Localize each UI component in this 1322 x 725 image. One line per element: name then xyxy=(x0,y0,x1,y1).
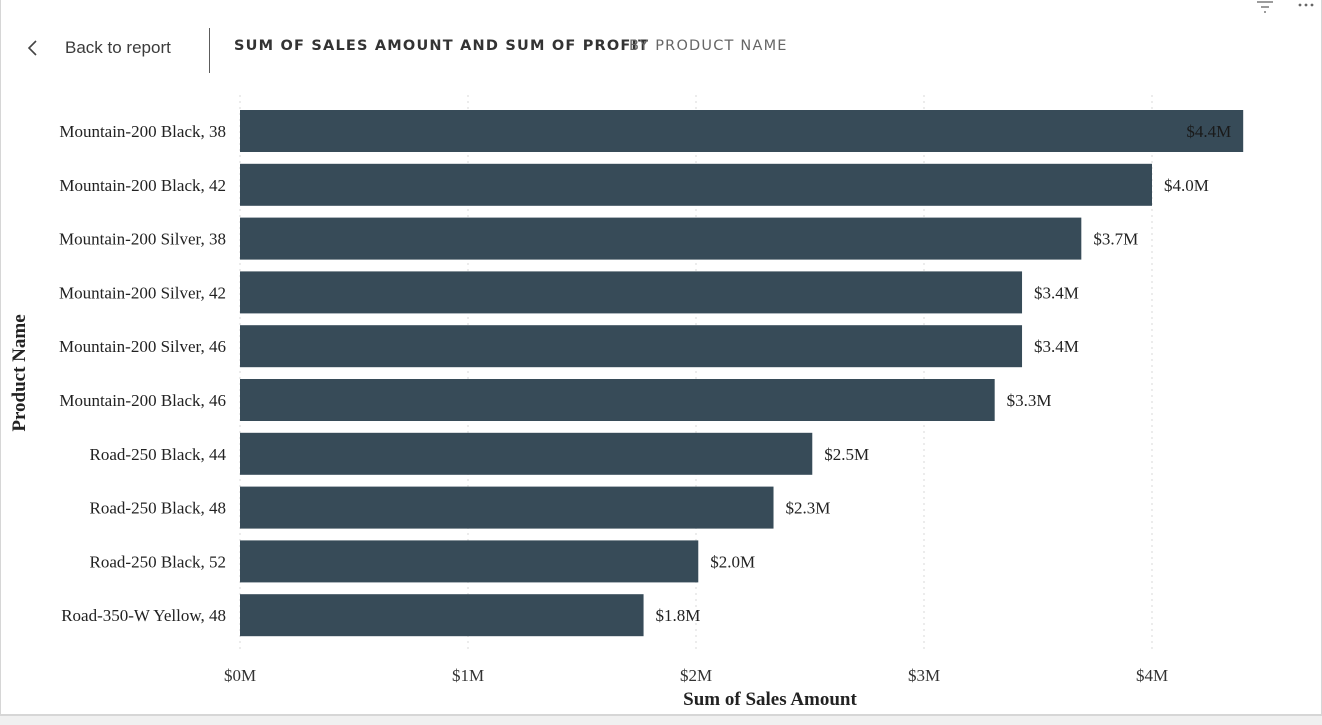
data-label: $3.3M xyxy=(1007,391,1052,410)
bar[interactable] xyxy=(240,163,1152,206)
data-label: $2.3M xyxy=(786,499,831,518)
bar[interactable] xyxy=(240,271,1023,314)
bottom-bar xyxy=(0,715,1322,725)
category-label: Road-350-W Yellow, 48 xyxy=(61,606,226,625)
data-label: $2.0M xyxy=(710,552,755,571)
category-label: Road-250 Black, 44 xyxy=(90,445,227,464)
chevron-left-icon xyxy=(27,40,37,56)
x-tick-label: $2M xyxy=(680,666,712,685)
bar[interactable] xyxy=(240,594,644,637)
data-label: $4.4M xyxy=(1186,122,1231,141)
category-label: Mountain-200 Black, 46 xyxy=(59,391,226,410)
category-label: Mountain-200 Silver, 38 xyxy=(59,230,226,249)
category-label: Road-250 Black, 52 xyxy=(90,552,226,571)
bar[interactable] xyxy=(240,110,1244,152)
data-label: $4.0M xyxy=(1164,176,1209,195)
x-tick-label: $1M xyxy=(452,666,484,685)
x-tick-label: $0M xyxy=(224,666,256,685)
data-label: $1.8M xyxy=(656,606,701,625)
data-label: $3.4M xyxy=(1034,283,1079,302)
x-axis-title: Sum of Sales Amount xyxy=(683,689,857,710)
data-label: $3.4M xyxy=(1034,337,1079,356)
x-axis-tick-labels: $0M $1M $2M $3M $4M xyxy=(224,666,1168,685)
bar[interactable] xyxy=(240,540,699,583)
category-label: Road-250 Black, 48 xyxy=(90,499,226,518)
bar[interactable] xyxy=(240,217,1082,260)
category-label: Mountain-200 Silver, 42 xyxy=(59,283,226,302)
bar[interactable] xyxy=(240,432,813,475)
back-to-report-label: Back to report xyxy=(65,38,171,57)
x-tick-label: $4M xyxy=(1136,666,1168,685)
header-divider xyxy=(209,28,210,73)
data-labels: $4.4M $4.0M $3.7M $3.4M $3.4M $3.3M $2.5M $2.3M… xyxy=(656,122,1232,625)
x-tick-label: $3M xyxy=(908,666,940,685)
data-label: $3.7M xyxy=(1093,230,1138,249)
category-label: Mountain-200 Silver, 46 xyxy=(59,337,226,356)
y-axis-category-labels: Mountain-200 Black, 38 Mountain-200 Black… xyxy=(59,122,226,625)
y-axis-title: Product Name xyxy=(9,314,30,431)
more-options-icon[interactable] xyxy=(1296,0,1316,10)
category-label: Mountain-200 Black, 38 xyxy=(59,122,226,141)
bars xyxy=(240,110,1244,637)
visual-title: SUM OF SALES AMOUNT AND SUM OF PROFIT xyxy=(234,38,650,54)
focus-mode-header: Back to report SUM OF SALES AMOUNT AND S… xyxy=(0,0,1322,80)
bar[interactable] xyxy=(240,379,995,421)
visual-subtitle: BY PRODUCT NAME xyxy=(629,38,788,54)
category-label: Mountain-200 Black, 42 xyxy=(59,176,226,195)
filter-icon[interactable] xyxy=(1255,0,1275,14)
bar[interactable] xyxy=(240,486,774,529)
back-to-report-button[interactable]: Back to report xyxy=(26,30,171,66)
bar[interactable] xyxy=(240,325,1023,368)
data-label: $2.5M xyxy=(824,445,869,464)
